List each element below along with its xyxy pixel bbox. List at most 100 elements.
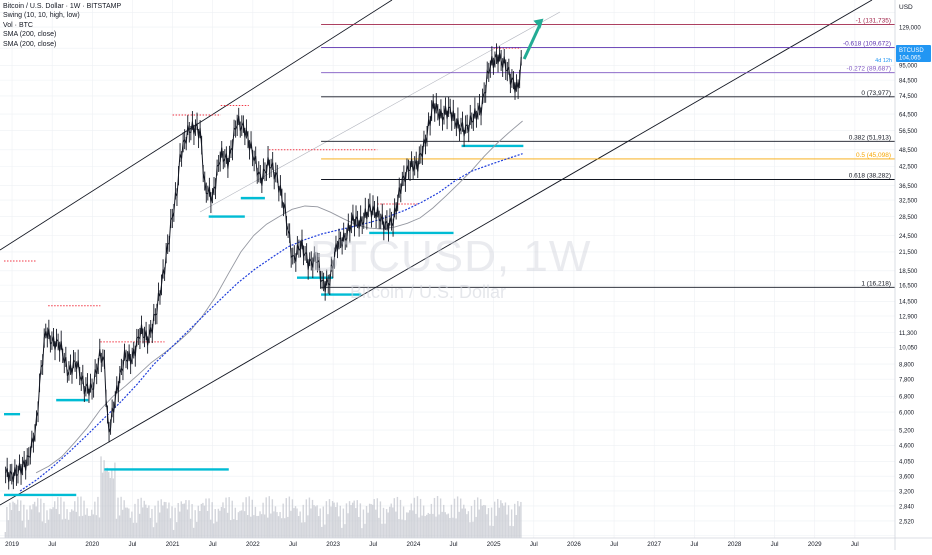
- volume-bar-126: [199, 511, 201, 538]
- volume-bar-218: [341, 527, 343, 538]
- volume-bar-281: [438, 514, 440, 538]
- volume-bar-302: [470, 505, 473, 538]
- current-price-tag: [896, 44, 931, 62]
- volume-bar-275: [429, 513, 431, 538]
- volume-bar-247: [385, 509, 388, 538]
- volume-bar-246: [384, 523, 386, 538]
- volume-bar-314: [489, 525, 491, 538]
- volume-bar-299: [466, 514, 468, 538]
- volume-bar-208: [325, 501, 328, 538]
- volume-bar-185: [290, 510, 292, 538]
- volume-bar-122: [192, 527, 195, 538]
- volume-bar-80: [128, 508, 130, 538]
- volume-bar-46: [75, 511, 78, 538]
- volume-bar-14: [26, 509, 28, 538]
- volume-bar-21: [37, 498, 39, 538]
- volume-bar-277: [432, 513, 434, 538]
- volume-bar-99: [157, 500, 159, 538]
- volume-bar-327: [509, 525, 511, 538]
- volume-bar-165: [259, 511, 261, 538]
- volume-bar-186: [291, 499, 294, 538]
- volume-bar-236: [368, 503, 371, 538]
- volume-bar-154: [242, 502, 244, 538]
- volume-bar-137: [216, 521, 218, 538]
- volume-bar-48: [78, 516, 81, 538]
- y-tick-label-5: 4,050: [899, 460, 915, 466]
- volume-bar-309: [481, 505, 484, 538]
- volume-bar-205: [321, 526, 323, 538]
- volume-bar-53: [86, 508, 88, 538]
- volume-bar-315: [490, 507, 493, 538]
- volume-bar-214: [334, 507, 337, 538]
- volume-bar-139: [219, 510, 221, 538]
- volume-bar-295: [459, 498, 462, 538]
- volume-bar-209: [327, 514, 329, 538]
- volume-bar-111: [175, 522, 178, 538]
- volume-bar-224: [350, 505, 352, 538]
- volume-bar-28: [47, 519, 50, 538]
- x-tick-label-20: 2029: [808, 541, 822, 548]
- legend-volume: Vol · BTC: [3, 21, 33, 29]
- volume-bar-223: [348, 501, 351, 538]
- volume-bar-78: [125, 507, 127, 538]
- volume-bar-229: [358, 516, 360, 538]
- volume-bar-97: [154, 505, 156, 538]
- volume-bar-265: [413, 497, 416, 538]
- volume-bar-240: [375, 509, 377, 538]
- volume-bar-151: [237, 512, 240, 538]
- volume-bar-278: [433, 497, 436, 538]
- y-tick-label-19: 24,500: [899, 234, 918, 240]
- y-tick-label-1: 2,520: [899, 519, 915, 525]
- volume-bar-140: [220, 506, 223, 538]
- volume-bar-268: [418, 517, 420, 538]
- volume-bar-74: [118, 515, 121, 538]
- legend-sma-2: SMA (200, close): [3, 40, 57, 48]
- volume-bar-95: [151, 508, 153, 538]
- x-tick-label-3: Jul: [128, 541, 136, 548]
- volume-bar-86: [137, 498, 139, 538]
- volume-bar-222: [347, 513, 349, 538]
- y-tick-label-31: 129,000: [899, 25, 921, 31]
- volume-bar-119: [188, 500, 190, 538]
- fib-level-label-0: -1 (131,735): [856, 17, 891, 24]
- x-tick-label-13: Jul: [530, 541, 538, 548]
- volume-bar-131: [206, 510, 209, 538]
- volume-bar-83: [132, 522, 135, 538]
- volume-bar-33: [55, 508, 57, 538]
- fib-level-label-2: -0.272 (89,687): [847, 66, 891, 73]
- y-tick-label-28: 84,500: [899, 78, 918, 84]
- volume-bar-303: [472, 521, 474, 538]
- volume-bar-72: [115, 518, 118, 538]
- volume-bar-17: [30, 509, 33, 538]
- volume-bar-117: [185, 500, 187, 538]
- volume-bar-177: [277, 516, 280, 538]
- volume-bar-84: [134, 503, 136, 538]
- volume-bar-18: [32, 504, 34, 538]
- volume-bar-255: [398, 519, 400, 538]
- y-tick-label-8: 6,000: [899, 410, 915, 416]
- volume-bar-85: [135, 522, 138, 538]
- volume-bar-3: [9, 502, 11, 538]
- volume-bar-320: [498, 507, 500, 538]
- volume-bar-284: [443, 504, 445, 538]
- volume-bar-6: [13, 502, 16, 538]
- volume-bar-317: [493, 501, 496, 538]
- fib-level-label-1: -0.618 (109,672): [843, 40, 891, 47]
- volume-bars: [4, 456, 522, 538]
- y-tick-label-22: 36,500: [899, 184, 918, 190]
- volume-bar-258: [402, 506, 405, 538]
- volume-bar-123: [194, 510, 196, 538]
- volume-bar-331: [515, 515, 517, 538]
- channel-lower-line: [0, 0, 873, 506]
- volume-bar-279: [435, 516, 437, 538]
- y-tick-label-18: 21,500: [899, 250, 918, 256]
- y-tick-label-14: 12,900: [899, 314, 918, 320]
- x-tick-label-19: Jul: [771, 541, 779, 548]
- volume-bar-297: [463, 504, 465, 538]
- volume-bar-305: [475, 516, 477, 538]
- volume-bar-121: [191, 504, 193, 538]
- volume-bar-69: [111, 470, 113, 538]
- y-tick-label-11: 8,800: [899, 362, 915, 368]
